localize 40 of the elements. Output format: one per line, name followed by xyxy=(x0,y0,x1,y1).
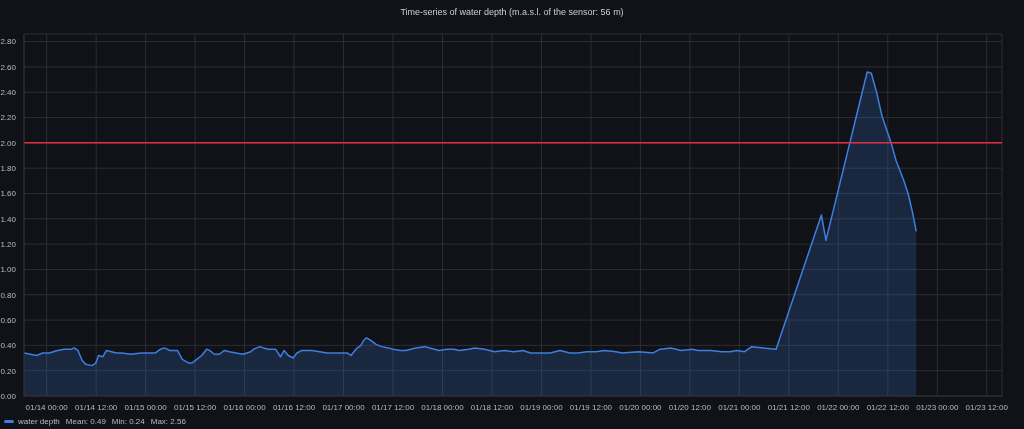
x-tick-label: 01/19 00:00 xyxy=(520,402,564,412)
chart-title: Time-series of water depth (m.a.s.l. of the sensor: 56 m) xyxy=(399,6,625,19)
y-tick-label: 2.40 xyxy=(0,88,17,98)
x-tick-label: 01/15 00:00 xyxy=(124,402,168,412)
x-tick-label: 01/18 12:00 xyxy=(470,402,514,412)
x-tick-label: 01/23 00:00 xyxy=(916,402,959,412)
x-tick-label: 01/19 12:00 xyxy=(569,402,613,412)
y-tick-label: 0.80 xyxy=(0,290,17,300)
y-tick-label: 0.60 xyxy=(0,315,17,325)
x-tick-label: 01/22 00:00 xyxy=(817,402,860,412)
x-tick-label: 01/17 12:00 xyxy=(371,402,415,412)
x-tick-label: 01/18 00:00 xyxy=(421,402,465,412)
x-tick-label: 01/16 00:00 xyxy=(223,402,267,412)
x-tick-label: 01/20 12:00 xyxy=(668,402,712,412)
y-tick-label: 1.20 xyxy=(0,239,17,249)
x-tick-label: 01/14 00:00 xyxy=(25,402,69,412)
x-tick-label: 01/21 00:00 xyxy=(718,402,762,412)
y-tick-label: 2.60 xyxy=(0,62,17,72)
y-tick-label: 1.60 xyxy=(0,189,17,199)
y-tick-label: 0.40 xyxy=(0,341,17,351)
text: Max: 2.56 xyxy=(150,416,186,426)
y-tick-label: 1.40 xyxy=(0,214,17,224)
x-tick-label: 01/14 12:00 xyxy=(75,402,118,412)
y-tick-label: 2.20 xyxy=(0,113,17,123)
y-tick-label: 1.00 xyxy=(0,265,17,275)
y-tick-label: 0.20 xyxy=(0,366,17,376)
text: Min: 0.24 xyxy=(111,416,145,426)
legend-label: water depth xyxy=(18,416,60,426)
x-tick-label: 01/16 12:00 xyxy=(272,402,316,412)
y-tick-label: 0.00 xyxy=(0,391,17,401)
y-tick-label: 2.80 xyxy=(0,37,17,47)
x-tick-label: 01/23 12:00 xyxy=(965,402,1009,412)
text: Mean: 0.49 xyxy=(65,416,106,426)
x-tick-label: 01/15 12:00 xyxy=(173,402,217,412)
x-tick-label: 01/20 00:00 xyxy=(619,402,663,412)
x-tick-label: 01/17 00:00 xyxy=(322,402,366,412)
x-tick-label: 01/21 12:00 xyxy=(767,402,811,412)
x-tick-label: 01/22 12:00 xyxy=(866,402,910,412)
y-tick-label: 2.00 xyxy=(0,138,17,148)
y-tick-label: 1.80 xyxy=(0,164,17,174)
